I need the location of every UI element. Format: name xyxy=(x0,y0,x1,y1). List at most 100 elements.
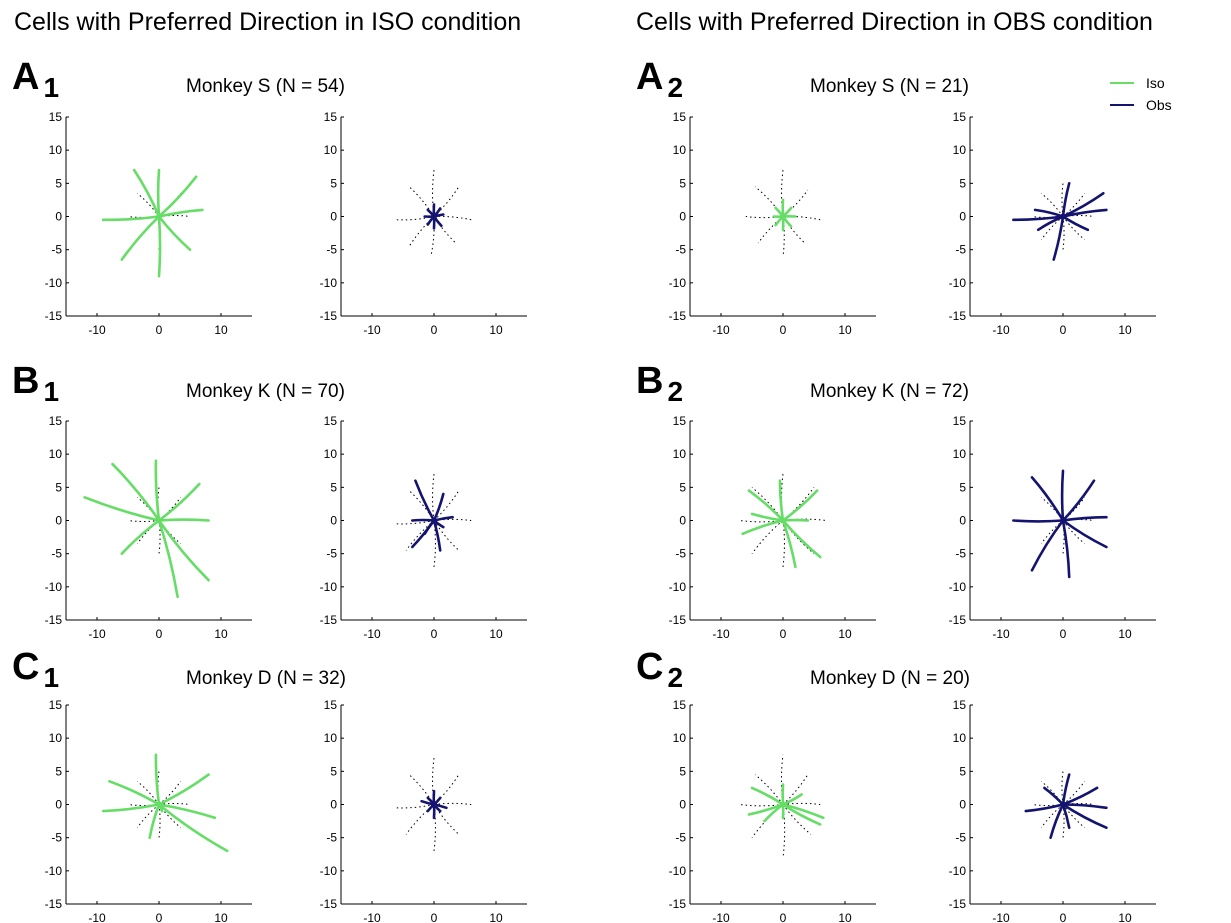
legend-label-obs: Obs xyxy=(1146,97,1172,113)
y-tick-label: 0 xyxy=(959,798,966,812)
trajectory-iso xyxy=(156,168,161,218)
origin-marker xyxy=(780,801,786,808)
reference-trajectory xyxy=(430,216,435,257)
x-tick-label: -10 xyxy=(992,627,1010,641)
x-tick-label: 0 xyxy=(431,323,438,337)
y-tick-label: 10 xyxy=(49,143,63,157)
reference-trajectory xyxy=(433,215,472,221)
x-tick-label: 10 xyxy=(214,323,228,337)
x-tick-label: 10 xyxy=(489,627,503,641)
trajectory-iso xyxy=(157,208,204,218)
y-tick-label: 15 xyxy=(673,698,687,712)
y-tick-label: -5 xyxy=(955,831,966,845)
y-tick-label: -5 xyxy=(326,831,337,845)
y-tick-label: -5 xyxy=(955,243,966,257)
y-tick-label: 0 xyxy=(330,514,337,528)
reference-trajectory xyxy=(433,804,460,835)
y-tick-label: -10 xyxy=(320,864,338,878)
reference-trajectory xyxy=(158,804,161,838)
reference-trajectory xyxy=(782,802,821,805)
reference-trajectory xyxy=(751,486,784,521)
y-tick-label: 5 xyxy=(330,176,337,190)
reference-trajectory xyxy=(754,186,784,217)
panel-title-a1: Monkey S (N = 54) xyxy=(186,76,345,97)
y-tick-label: -10 xyxy=(320,276,338,290)
origin-marker xyxy=(780,517,786,524)
legend-swatch-iso xyxy=(1110,82,1134,84)
reference-trajectory xyxy=(433,520,460,551)
origin-marker xyxy=(156,517,162,524)
chart-a1-iso: 15 10 5 0 -5 -10 -15 -10 0 10 xyxy=(45,110,252,337)
trajectory-iso xyxy=(157,482,201,522)
trajectory-iso xyxy=(781,489,819,522)
y-tick-label: -10 xyxy=(949,580,967,594)
x-tick-label: -10 xyxy=(992,323,1010,337)
y-tick-label: 0 xyxy=(679,798,686,812)
x-tick-label: 0 xyxy=(431,627,438,641)
trajectory-obs xyxy=(1061,182,1071,218)
chart-b1-iso: 15 10 5 0 -5 -10 -15 -10 0 10 xyxy=(45,414,252,641)
y-tick-label: 15 xyxy=(953,110,967,124)
trajectory-obs xyxy=(432,492,445,522)
origin-marker xyxy=(1060,801,1066,808)
reference-trajectory xyxy=(433,518,472,521)
trajectory-iso xyxy=(778,479,785,522)
y-tick-label: 5 xyxy=(679,764,686,778)
y-tick-label: -15 xyxy=(949,613,967,627)
trajectory-obs xyxy=(1043,786,1065,806)
trajectory-iso xyxy=(132,168,161,218)
trajectory-obs xyxy=(1061,215,1090,232)
x-tick-label: -10 xyxy=(363,323,381,337)
trajectory-obs xyxy=(1061,786,1099,806)
y-tick-label: 10 xyxy=(673,731,687,745)
x-tick-label: 10 xyxy=(214,627,228,641)
trajectory-iso xyxy=(750,786,785,806)
x-tick-label: 0 xyxy=(431,911,438,923)
column-title-obs: Cells with Preferred Direction in OBS co… xyxy=(636,8,1153,36)
x-tick-label: -10 xyxy=(712,323,730,337)
y-tick-label: 0 xyxy=(959,210,966,224)
reference-trajectory xyxy=(782,487,815,521)
x-tick-label: 10 xyxy=(838,911,852,923)
x-tick-label: 0 xyxy=(1060,911,1067,923)
legend-swatch-obs xyxy=(1110,104,1134,106)
x-tick-label: 0 xyxy=(156,323,163,337)
x-tick-label: -10 xyxy=(712,911,730,923)
chart-c1-obs: 15 10 5 0 -5 -10 -15 -10 0 10 xyxy=(320,698,527,923)
reference-trajectory xyxy=(1031,804,1064,806)
origin-marker xyxy=(431,801,437,808)
reference-trajectory xyxy=(158,781,182,805)
y-tick-label: 5 xyxy=(959,764,966,778)
trajectory-iso xyxy=(157,519,179,599)
reference-trajectory xyxy=(782,774,809,805)
reference-trajectory xyxy=(782,520,785,567)
trajectory-obs xyxy=(1033,208,1065,218)
x-tick-label: 10 xyxy=(1118,323,1132,337)
y-tick-label: 0 xyxy=(959,514,966,528)
y-tick-label: -15 xyxy=(320,309,338,323)
y-tick-label: -15 xyxy=(320,613,338,627)
trajectory-obs xyxy=(1052,215,1065,261)
legend-item-obs: Obs xyxy=(1110,94,1172,116)
reference-trajectory xyxy=(757,216,784,244)
chart-c2-obs: 15 10 5 0 -5 -10 -15 -10 0 10 xyxy=(949,698,1156,923)
trajectory-iso xyxy=(157,803,229,853)
y-tick-label: 0 xyxy=(330,798,337,812)
y-tick-label: -15 xyxy=(320,897,338,911)
reference-trajectory xyxy=(782,215,821,221)
reference-trajectory xyxy=(782,216,785,257)
trajectory-obs xyxy=(1061,519,1071,579)
trajectory-obs xyxy=(411,518,436,522)
y-tick-label: 10 xyxy=(673,143,687,157)
trajectory-obs xyxy=(1061,479,1096,522)
y-tick-label: 15 xyxy=(324,110,338,124)
chart-a1-obs: 15 10 5 0 -5 -10 -15 -10 0 10 xyxy=(320,110,527,337)
reference-trajectory xyxy=(432,474,435,521)
x-tick-label: -10 xyxy=(992,911,1010,923)
reference-trajectory xyxy=(408,490,435,521)
reference-trajectory xyxy=(1062,803,1095,805)
trajectory-iso xyxy=(111,462,161,522)
chart-a2-iso: 15 10 5 0 -5 -10 -15 -10 0 10 xyxy=(669,110,876,337)
